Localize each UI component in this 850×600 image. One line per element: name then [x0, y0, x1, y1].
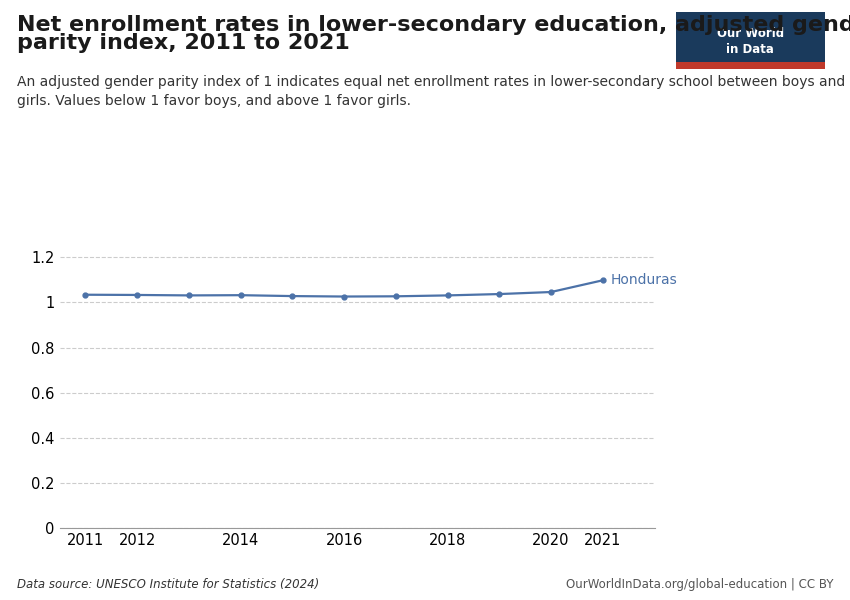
Bar	[676, 62, 824, 69]
Text: parity index, 2011 to 2021: parity index, 2011 to 2021	[17, 33, 349, 53]
Text: Honduras: Honduras	[610, 273, 677, 287]
Text: Net enrollment rates in lower-secondary education, adjusted gender: Net enrollment rates in lower-secondary …	[17, 15, 850, 35]
Text: in Data: in Data	[726, 43, 774, 56]
Text: An adjusted gender parity index of 1 indicates equal net enrollment rates in low: An adjusted gender parity index of 1 ind…	[17, 75, 845, 109]
Text: OurWorldInData.org/global-education | CC BY: OurWorldInData.org/global-education | CC…	[565, 578, 833, 591]
FancyBboxPatch shape	[676, 12, 824, 69]
Text: Our World: Our World	[717, 27, 784, 40]
Text: Data source: UNESCO Institute for Statistics (2024): Data source: UNESCO Institute for Statis…	[17, 578, 320, 591]
